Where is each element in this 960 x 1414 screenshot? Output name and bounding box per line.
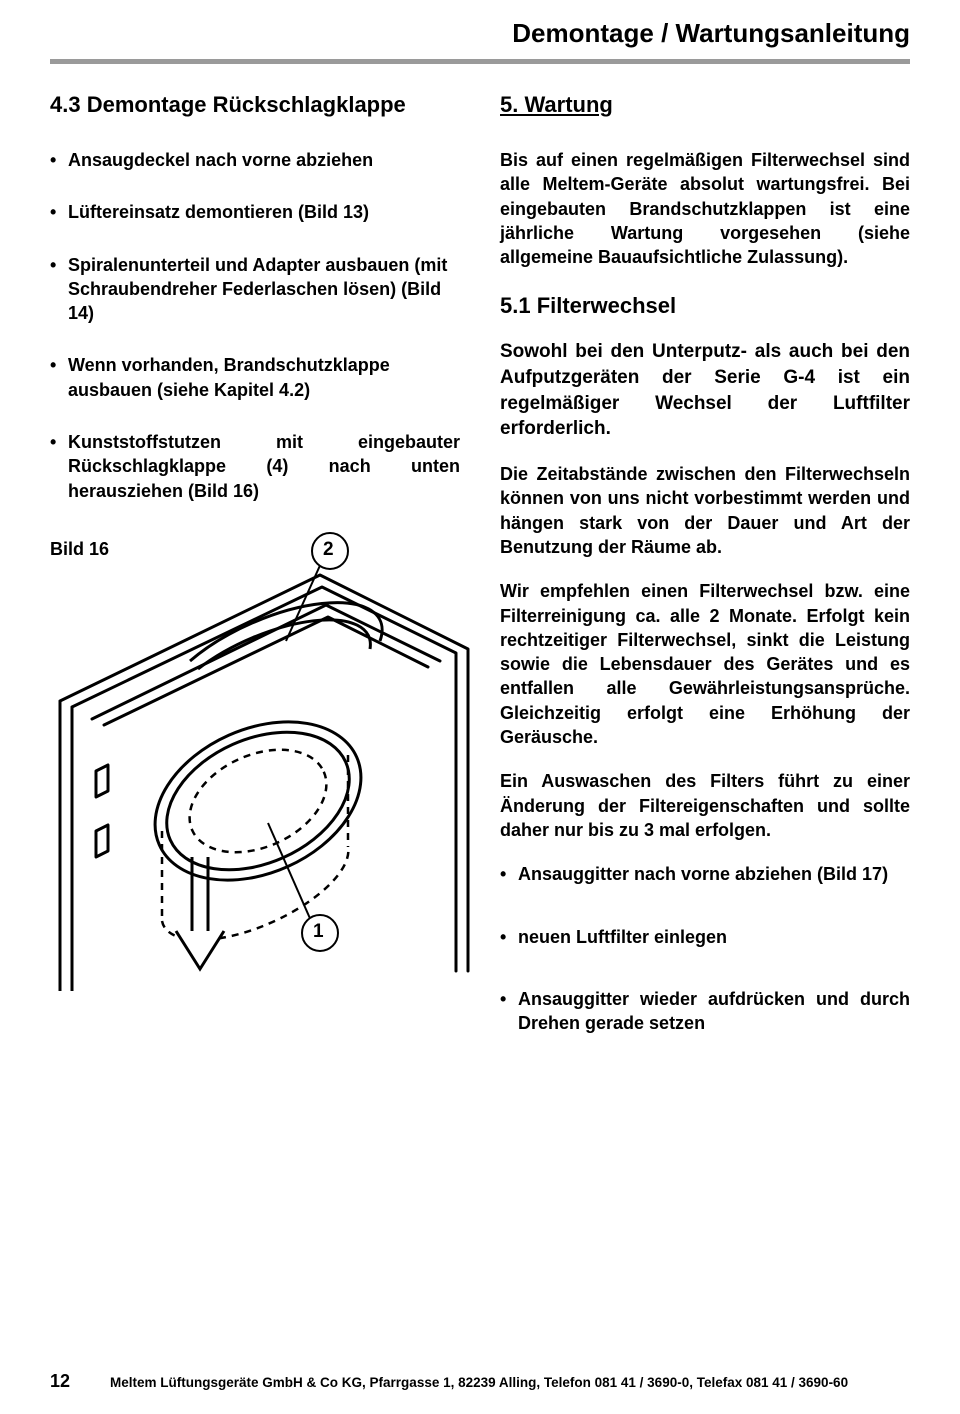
list-item: Kunststoffstutzen mit eingebauter Rücksc… <box>50 430 460 503</box>
list-item: Ansauggitter wieder aufdrücken und durch… <box>500 987 910 1036</box>
callout-2-label: 2 <box>323 539 334 561</box>
content-columns: 4.3 Demontage Rückschlagklappe Ansaugdec… <box>50 92 910 1063</box>
list-item: Lüftereinsatz demontieren (Bild 13) <box>50 200 460 224</box>
list-item: Ansaugdeckel nach vorne abziehen <box>50 148 460 172</box>
paragraph: Sowohl bei den Unterputz- als auch bei d… <box>500 339 910 442</box>
list-item: Wenn vorhanden, Brandschutzklappe ausbau… <box>50 353 460 402</box>
header-rule <box>50 59 910 64</box>
page-header-title: Demontage / Wartungsanleitung <box>50 18 910 49</box>
list-item: Ansauggitter nach vorne abziehen (Bild 1… <box>500 862 910 886</box>
page-footer: 12 Meltem Lüftungsgeräte GmbH & Co KG, P… <box>50 1371 910 1392</box>
paragraph: Wir empfehlen einen Filterwechsel bzw. e… <box>500 579 910 749</box>
left-heading: 4.3 Demontage Rückschlagklappe <box>50 92 460 118</box>
footer-text: Meltem Lüftungsgeräte GmbH & Co KG, Pfar… <box>110 1375 848 1390</box>
paragraph: Bis auf einen regelmäßigen Filterwechsel… <box>500 148 910 269</box>
right-subheading: 5.1 Filterwechsel <box>500 293 910 319</box>
figure-16: Bild 16 <box>50 531 460 991</box>
list-item: Spiralenunterteil und Adapter ausbauen (… <box>50 253 460 326</box>
paragraph: Die Zeitabstände zwischen den Filterwech… <box>500 462 910 559</box>
page-number: 12 <box>50 1371 70 1392</box>
callout-1-label: 1 <box>313 921 324 943</box>
right-column: 5. Wartung Bis auf einen regelmäßigen Fi… <box>500 92 910 1063</box>
list-item: neuen Luftfilter einlegen <box>500 925 910 949</box>
figure-16-svg <box>50 531 470 991</box>
left-bullet-list: Ansaugdeckel nach vorne abziehen Lüftere… <box>50 148 460 503</box>
figure-label: Bild 16 <box>50 539 109 560</box>
paragraph: Ein Auswaschen des Filters führt zu eine… <box>500 769 910 842</box>
right-bullet-list: Ansauggitter nach vorne abziehen (Bild 1… <box>500 862 910 1035</box>
right-heading: 5. Wartung <box>500 92 910 118</box>
left-column: 4.3 Demontage Rückschlagklappe Ansaugdec… <box>50 92 460 1063</box>
